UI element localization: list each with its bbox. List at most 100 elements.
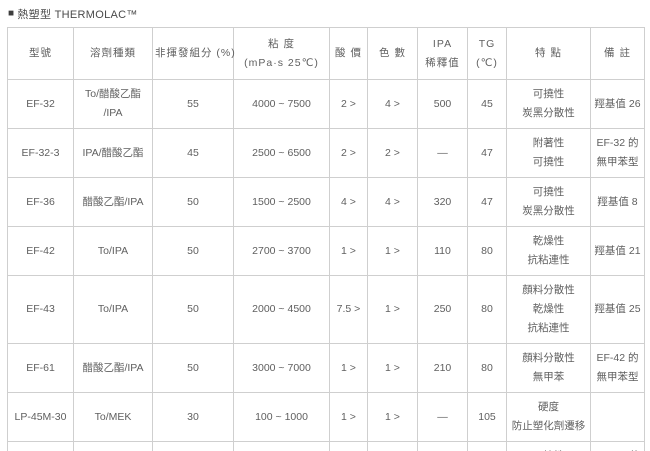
cell-remarks: 羥基值 26 (590, 79, 645, 129)
cell-text: EF-32 的 (596, 137, 639, 149)
cell-tg: 105 (467, 392, 507, 442)
cell-remarks (590, 392, 645, 442)
cell-remarks: EF-42 的無甲苯型 (590, 343, 645, 393)
cell-acid_value: 2 > (329, 128, 368, 178)
cell-text: 抗粘連性 (527, 322, 570, 334)
cell-text: 2 > (341, 97, 356, 110)
cell-solvent: To/IPA (73, 275, 153, 344)
cell-text: 羥基值 21 (594, 244, 641, 257)
cell-nonvolatile: 55 (152, 79, 234, 129)
cell-color_num: 1 > (367, 343, 418, 393)
cell-text: EF-61 (26, 361, 55, 374)
header-text: 稀釋值 (425, 56, 460, 69)
cell-model: EF-32 (7, 79, 74, 129)
page-title-text: 熱塑型 THERMOLAC™ (17, 9, 138, 21)
column-header-remarks: 備 註 (590, 27, 645, 80)
cell-text: EF-42 的 (596, 352, 639, 364)
cell-ipa_dilution: 320 (417, 177, 468, 227)
cell-text: To/醋酸乙酯 (84, 88, 141, 100)
cell-nonvolatile: 50 (152, 177, 234, 227)
cell-ipa_dilution: 250 (417, 275, 468, 344)
cell-text: 可撓性 (532, 156, 565, 168)
cell-color_num: 4 > (367, 177, 418, 227)
cell-acid_value: 1 > (329, 226, 368, 276)
cell-nonvolatile: 45 (152, 128, 234, 178)
header-text: 粘 度 (268, 37, 295, 50)
cell-text: 1 > (385, 303, 400, 315)
cell-text: 可撓性 (532, 186, 565, 198)
cell-ipa_dilution: 500 (417, 79, 468, 129)
cell-text: 醋酸乙酯/IPA (82, 361, 144, 374)
cell-model: EF-43 (7, 275, 74, 344)
cell-text: 45 (187, 146, 199, 159)
cell-nonvolatile: 50 (152, 343, 234, 393)
cell-text: 2 > (385, 146, 400, 159)
cell-text: 附著性 (532, 137, 565, 149)
cell-nonvolatile: 50 (152, 275, 234, 344)
cell-text: To/IPA (97, 303, 129, 315)
column-header-acid_value: 酸 價 (329, 27, 368, 80)
cell-text: 無甲苯型 (596, 371, 639, 383)
cell-remarks: 羥基值 21 (590, 226, 645, 276)
header-text: 備 註 (604, 47, 631, 59)
cell-ipa_dilution: — (417, 128, 468, 178)
cell-solvent: To/MEK (73, 392, 153, 442)
table-row: LP-45M-30 To/MEK 30 100 ~ 1000 1 > 1 > — 105 硬度防… (7, 392, 645, 442)
cell-text: M-45H 的 (593, 447, 642, 451)
cell-viscosity: 2700 ~ 3700 (233, 226, 330, 276)
cell-model: EF-42 (7, 226, 74, 276)
column-header-nonvolatile: 非揮發組分 (%) (152, 27, 235, 80)
cell-model: LP-45M-30 (7, 392, 74, 442)
cell-solvent: MEK (73, 441, 153, 451)
cell-text: EF-43 (26, 303, 55, 315)
cell-model: EF-36 (7, 177, 74, 227)
column-header-color_num: 色 數 (367, 27, 418, 80)
cell-color_num: 4 > (367, 79, 418, 129)
table-row: EF-61 醋酸乙酯/IPA 50 3000 ~ 7000 1 > 1 > 210 80 顏料分… (7, 343, 645, 393)
cell-text: 50 (187, 195, 199, 208)
cell-acid_value: 4 > (329, 177, 368, 227)
cell-model: M-45C (7, 441, 74, 451)
cell-text: 3000 ~ 7000 (252, 361, 311, 374)
cell-text: 顏料分散性 (522, 284, 575, 296)
cell-text: 55 (187, 97, 199, 110)
cell-text: IPA/醋酸乙酯 (82, 146, 144, 159)
cell-text: 47 (481, 195, 493, 208)
cell-ipa_dilution: 210 (417, 343, 468, 393)
cell-text: 1 > (341, 244, 356, 257)
cell-color_num: 2 > (367, 128, 418, 178)
cell-solvent: IPA/醋酸乙酯 (73, 128, 153, 178)
column-header-tg: TG (℃) (467, 27, 507, 80)
product-spec-table: 型號 溶劑種類 非揮發組分 (%) 粘 度 (mPa·s 25℃) 酸 價 色 數 IPA 稀釋… (7, 27, 645, 451)
cell-text: 1 > (341, 361, 356, 374)
cell-text: To/IPA (97, 244, 129, 257)
cell-text: 乾燥性 (532, 303, 565, 315)
cell-viscosity: 1500 ~ 2500 (233, 177, 330, 227)
cell-viscosity: 2000 ~ 4500 (233, 275, 330, 344)
cell-text: 320 (433, 195, 452, 208)
column-header-model: 型號 (7, 27, 74, 80)
cell-text: 2500 ~ 6500 (252, 146, 311, 159)
cell-acid_value: 1 > (329, 392, 368, 442)
cell-features: 顏料分散性乾燥性抗粘連性 (506, 275, 591, 344)
cell-text: 105 (478, 410, 496, 423)
cell-acid_value: 7.5 > (329, 275, 368, 344)
cell-text: 無甲苯 (532, 371, 565, 383)
cell-color_num: 4 > (367, 441, 418, 451)
table-row: EF-32-3 IPA/醋酸乙酯 45 2500 ~ 6500 2 > 2 > — 47 附著性… (7, 128, 645, 178)
cell-acid_value: 6 > (329, 441, 368, 451)
cell-features: 附著性 可撓性 (506, 128, 591, 178)
cell-text: 250 (433, 303, 452, 315)
page-title: ■ 熱塑型 THERMOLAC™ (8, 6, 644, 22)
cell-text: 2000 ~ 4500 (252, 303, 311, 315)
header-text: 型號 (29, 47, 52, 59)
cell-text: 50 (187, 303, 199, 315)
cell-text: 4 > (385, 97, 400, 110)
cell-acid_value: 2 > (329, 79, 368, 129)
cell-text: 顏料分散性 (522, 352, 575, 364)
cell-viscosity: 2500 ~ 6500 (233, 128, 330, 178)
cell-text: 50 (187, 361, 199, 374)
column-header-ipa_dilution: IPA 稀釋值 (417, 27, 468, 80)
cell-solvent: To/醋酸乙酯/IPA (73, 79, 153, 129)
